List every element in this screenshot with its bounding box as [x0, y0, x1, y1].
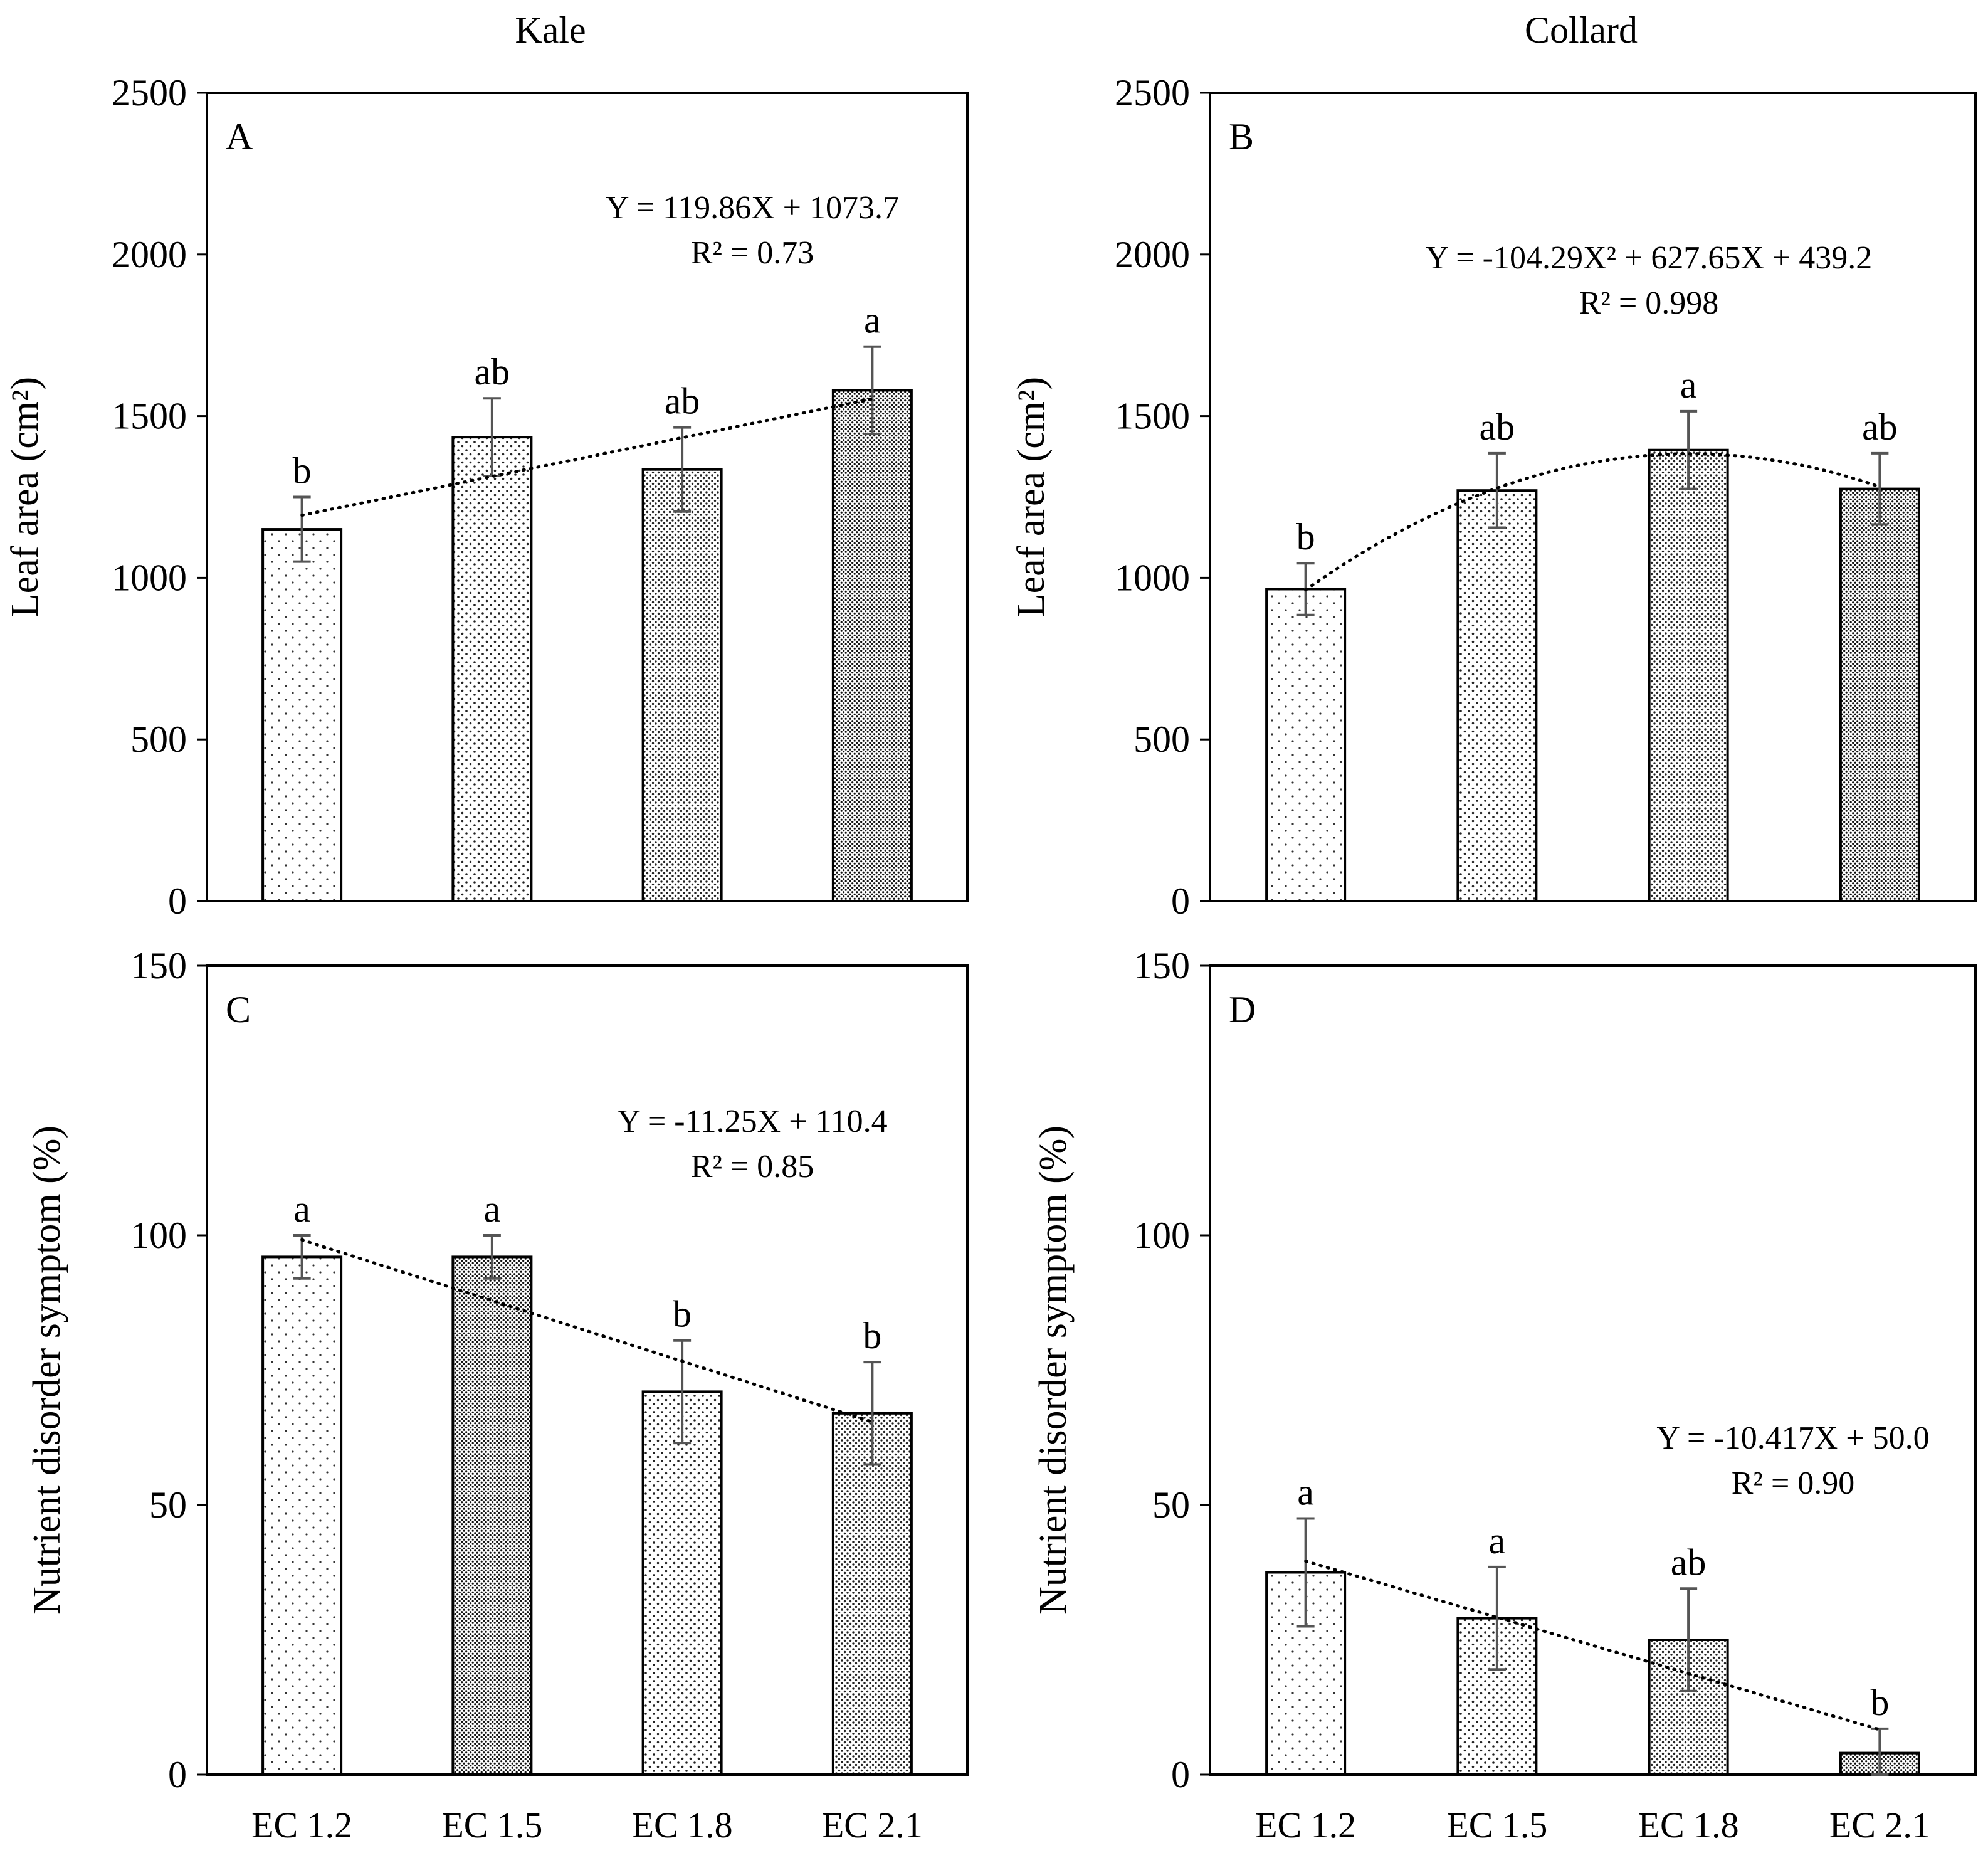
plot-frame — [206, 964, 969, 1776]
panel-label: D — [1229, 989, 1256, 1030]
significance-letter: b — [1870, 1682, 1889, 1723]
y-tick-label: 0 — [1171, 880, 1190, 922]
x-tick-label: EC 1.8 — [1638, 1805, 1739, 1845]
y-tick-label: 2000 — [1115, 234, 1190, 275]
bar — [831, 389, 913, 902]
y-tick-label: 0 — [168, 1754, 187, 1795]
trendline — [300, 1238, 874, 1424]
y-tick-label: 1500 — [1115, 396, 1190, 437]
bar — [641, 1390, 723, 1776]
bar — [1648, 448, 1729, 902]
y-tick-label: 0 — [1171, 1754, 1190, 1795]
significance-letter: a — [1489, 1520, 1506, 1561]
trendline — [300, 397, 874, 517]
trendline-r-squared: R² = 0.85 — [691, 1149, 814, 1185]
significance-letter: a — [1297, 1472, 1314, 1513]
significance-letter: ab — [1862, 406, 1898, 448]
trendline-r-squared: R² = 0.90 — [1732, 1465, 1855, 1501]
y-tick-label: 2500 — [1115, 72, 1190, 114]
bar — [831, 1412, 913, 1776]
trendline-equation: Y = -104.29X² + 627.65X + 439.2 — [1426, 240, 1873, 276]
bar — [451, 436, 533, 902]
significance-letter: a — [1680, 364, 1697, 406]
significance-letter: ab — [1480, 406, 1515, 448]
y-tick-label: 500 — [130, 719, 187, 760]
y-tick-label: 2000 — [112, 234, 187, 275]
significance-letter: a — [864, 300, 881, 341]
y-tick-label: 1500 — [112, 396, 187, 437]
bar — [1265, 588, 1347, 902]
y-tick-label: 1000 — [1115, 557, 1190, 598]
y-tick-label: 150 — [130, 945, 187, 986]
trendline-equation: Y = -11.25X + 110.4 — [617, 1104, 887, 1139]
column-title-collard: Collard — [1525, 9, 1638, 51]
plot-frame — [1209, 964, 1977, 1776]
x-tick-label: EC 2.1 — [1829, 1805, 1930, 1845]
y-tick-label: 500 — [1133, 719, 1190, 760]
bar — [261, 528, 343, 902]
panel-d-collard-nutrient-disorder: 0 50 100 150 Nutrient disorder symptom (%) Da… — [1032, 945, 1977, 1845]
y-tick-label: 1000 — [112, 557, 187, 598]
significance-letter: b — [1296, 516, 1315, 557]
x-tick-label: EC 1.2 — [251, 1805, 352, 1845]
y-tick-label: 2500 — [112, 72, 187, 114]
panel-a-kale-leaf-area: 0 500 1000 1500 2000 2500 Leaf area (cm²) Ab ab a… — [4, 72, 969, 922]
y-axis-label: Nutrient disorder symptom (%) — [26, 1126, 68, 1615]
column-title-kale: Kale — [515, 9, 586, 51]
trendline — [1304, 1560, 1881, 1731]
x-tick-label: EC 1.5 — [441, 1805, 542, 1845]
panel-label: A — [226, 116, 253, 157]
bar — [451, 1255, 533, 1776]
significance-letter: b — [863, 1315, 881, 1356]
significance-letter: b — [293, 450, 312, 492]
panel-b-collard-leaf-area: 0 500 1000 1500 2000 2500 Leaf area (cm²) Bb ab a… — [1010, 72, 1977, 922]
trendline-r-squared: R² = 0.998 — [1579, 285, 1719, 321]
trendline-r-squared: R² = 0.73 — [691, 235, 814, 271]
significance-letter: ab — [1671, 1541, 1707, 1583]
y-tick-label: 150 — [1133, 945, 1190, 986]
y-tick-label: 50 — [1152, 1484, 1190, 1526]
y-axis-label: Nutrient disorder symptom (%) — [1032, 1126, 1075, 1615]
significance-letter: a — [293, 1188, 310, 1230]
x-tick-label: EC 2.1 — [822, 1805, 923, 1845]
panel-label: B — [1229, 116, 1254, 157]
trendline-equation: Y = 119.86X + 1073.7 — [606, 190, 899, 226]
bar — [641, 468, 723, 902]
bar — [1839, 487, 1920, 902]
significance-letter: b — [673, 1294, 692, 1335]
significance-letter: ab — [475, 351, 510, 393]
plot-frame — [1209, 92, 1977, 902]
plot-frame — [206, 92, 969, 902]
bar — [1456, 489, 1538, 902]
panel-label: C — [226, 989, 251, 1030]
x-tick-label: EC 1.2 — [1255, 1805, 1356, 1845]
x-tick-label: EC 1.8 — [632, 1805, 733, 1845]
significance-letter: ab — [665, 381, 700, 422]
bar — [261, 1255, 343, 1776]
significance-letter: a — [484, 1188, 501, 1230]
trendline — [1304, 452, 1881, 592]
panel-c-kale-nutrient-disorder: 0 50 100 150 Nutrient disorder symptom (%) Ca… — [26, 945, 969, 1845]
y-tick-label: 100 — [130, 1215, 187, 1256]
trendline-equation: Y = -10.417X + 50.0 — [1656, 1420, 1929, 1456]
y-tick-label: 0 — [168, 880, 187, 922]
y-tick-label: 100 — [1133, 1215, 1190, 1256]
y-axis-label: Leaf area (cm²) — [1010, 377, 1053, 617]
y-tick-label: 50 — [149, 1484, 187, 1526]
x-tick-label: EC 1.5 — [1446, 1805, 1547, 1845]
y-axis-label: Leaf area (cm²) — [4, 377, 46, 617]
